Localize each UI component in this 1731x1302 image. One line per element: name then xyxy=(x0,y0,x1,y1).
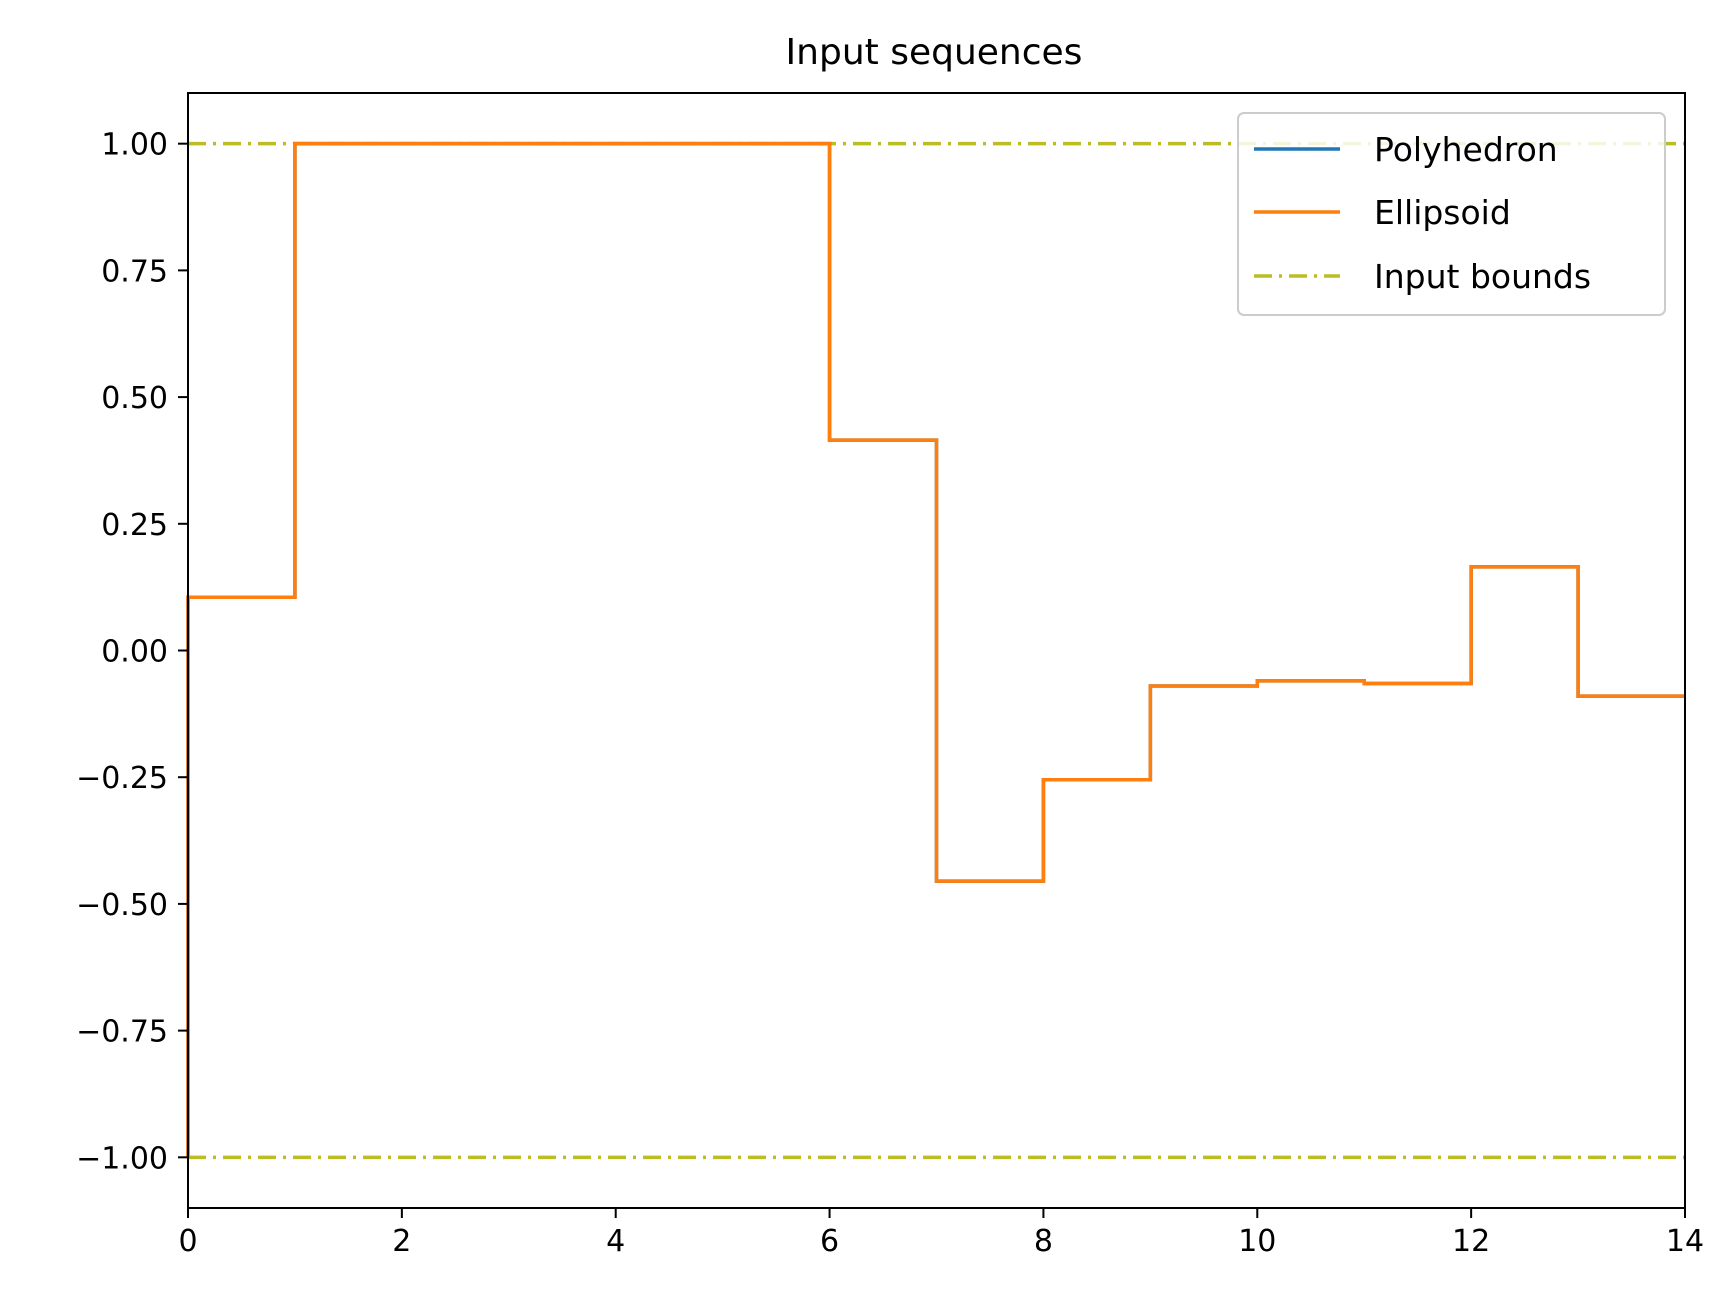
x-tick-label-6: 6 xyxy=(820,1224,839,1259)
series-layer xyxy=(186,141,1685,1158)
y-tick-label-0: 1.00 xyxy=(101,128,168,163)
x-tick-label-10: 10 xyxy=(1238,1224,1276,1259)
y-tick-label-3: 0.25 xyxy=(101,508,168,543)
x-tick-label-2: 2 xyxy=(392,1224,411,1259)
legend-label-ellipsoid: Ellipsoid xyxy=(1374,193,1511,232)
chart-title: Input sequences xyxy=(786,32,1083,73)
legend: Polyhedron Ellipsoid Input bounds xyxy=(1237,112,1666,316)
y-tick-label-8: −1.00 xyxy=(76,1141,168,1176)
y-tick-label-4: 0.00 xyxy=(101,635,168,670)
x-axis: 0 2 4 6 8 10 12 14 xyxy=(178,1208,1704,1259)
x-tick-label-12: 12 xyxy=(1452,1224,1490,1259)
y-tick-label-7: −0.75 xyxy=(76,1015,168,1050)
x-tick-label-8: 8 xyxy=(1034,1224,1053,1259)
y-tick-label-1: 0.75 xyxy=(101,254,168,289)
legend-label-input-bounds: Input bounds xyxy=(1374,257,1591,296)
legend-label-polyhedron: Polyhedron xyxy=(1374,130,1558,169)
y-tick-label-2: 0.50 xyxy=(101,381,168,416)
y-tick-label-6: −0.50 xyxy=(76,888,168,923)
y-axis: 1.00 0.75 0.50 0.25 0.00 −0.25 −0.50 −0.75 −1.00 xyxy=(76,128,188,1176)
y-tick-label-5: −0.25 xyxy=(76,761,168,796)
legend-box xyxy=(1237,112,1666,316)
x-tick-label-0: 0 xyxy=(178,1224,197,1259)
x-tick-label-14: 14 xyxy=(1666,1224,1704,1259)
series-line-ellipsoid xyxy=(186,141,1685,1158)
x-tick-label-4: 4 xyxy=(606,1224,625,1259)
